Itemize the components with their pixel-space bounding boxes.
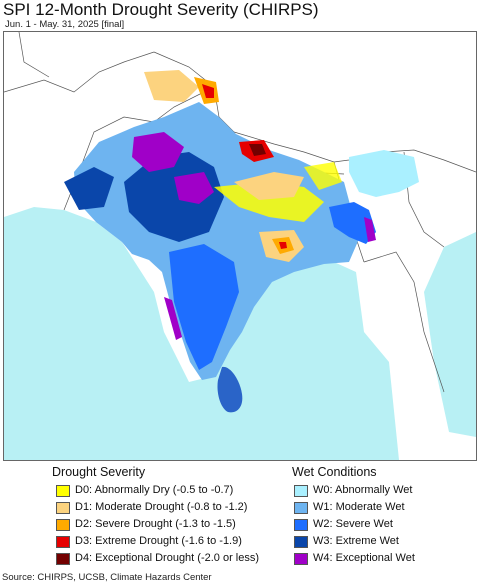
zone-w4-west-coast	[164, 297, 182, 340]
legend-item-d1: D1: Moderate Drought (-0.8 to -1.2)	[56, 500, 247, 515]
legend-item-d0: D0: Abnormally Dry (-0.5 to -0.7)	[56, 483, 233, 498]
source-credit: Source: CHIRPS, UCSB, Climate Hazards Ce…	[2, 572, 212, 583]
bangladesh-region	[329, 202, 376, 244]
swatch-w4	[294, 552, 308, 565]
legend-label-d1: D1: Moderate Drought (-0.8 to -1.2)	[75, 501, 248, 513]
zone-d4-nepal	[249, 144, 266, 156]
zone-d3-east	[279, 242, 287, 249]
swatch-w3	[294, 535, 308, 548]
drought-legend-heading: Drought Severity	[52, 465, 146, 479]
legend-item-w1: W1: Moderate Wet	[294, 500, 405, 515]
legend-label-d3: D3: Extreme Drought (-1.6 to -1.9)	[75, 535, 242, 547]
map-title: SPI 12-Month Drought Severity (CHIRPS)	[3, 0, 319, 19]
legend-item-w4: W4: Exceptional Wet	[294, 551, 415, 566]
swatch-d3	[56, 535, 70, 548]
zone-w4-northwest	[132, 132, 184, 172]
zone-d3-kashmir	[202, 84, 214, 98]
wet-legend-heading: Wet Conditions	[292, 465, 377, 479]
legend-label-w4: W4: Exceptional Wet	[313, 552, 415, 564]
swatch-d4	[56, 552, 70, 565]
zone-w3-west	[64, 167, 114, 210]
legend: Drought Severity Wet Conditions D0: Abno…	[0, 461, 480, 571]
map-canvas	[4, 32, 476, 460]
legend-label-w2: W2: Severe Wet	[313, 518, 393, 530]
legend-label-w1: W1: Moderate Wet	[313, 501, 405, 513]
zone-d0-northeast	[304, 162, 342, 190]
swatch-d2	[56, 518, 70, 531]
zone-w2-south	[169, 244, 239, 370]
legend-item-d2: D2: Severe Drought (-1.3 to -1.5)	[56, 517, 236, 532]
legend-label-d0: D0: Abnormally Dry (-0.5 to -0.7)	[75, 484, 234, 496]
legend-label-d4: D4: Exceptional Drought (-2.0 or less)	[75, 552, 260, 564]
legend-label-w0: W0: Abnormally Wet	[313, 484, 413, 496]
zone-w4-central	[174, 172, 214, 204]
legend-item-d4: D4: Exceptional Drought (-2.0 or less)	[56, 551, 259, 566]
zone-d1-northwest	[144, 70, 199, 102]
swatch-d1	[56, 501, 70, 514]
zone-w4-east	[364, 217, 376, 242]
legend-item-w3: W3: Extreme Wet	[294, 534, 399, 549]
legend-item-d3: D3: Extreme Drought (-1.6 to -1.9)	[56, 534, 242, 549]
legend-label-w3: W3: Extreme Wet	[313, 535, 399, 547]
map-subtitle: Jun. 1 - May. 31, 2025 [final]	[5, 19, 125, 30]
northeast-region	[349, 150, 419, 197]
legend-label-d2: D2: Severe Drought (-1.3 to -1.5)	[75, 518, 236, 530]
swatch-w2	[294, 518, 308, 531]
drought-map	[3, 31, 477, 461]
zone-d1-north	[234, 172, 304, 200]
swatch-d0	[56, 484, 70, 497]
sri-lanka	[217, 366, 243, 413]
swatch-w0	[294, 484, 308, 497]
legend-item-w2: W2: Severe Wet	[294, 517, 393, 532]
legend-item-w0: W0: Abnormally Wet	[294, 483, 412, 498]
swatch-w1	[294, 501, 308, 514]
